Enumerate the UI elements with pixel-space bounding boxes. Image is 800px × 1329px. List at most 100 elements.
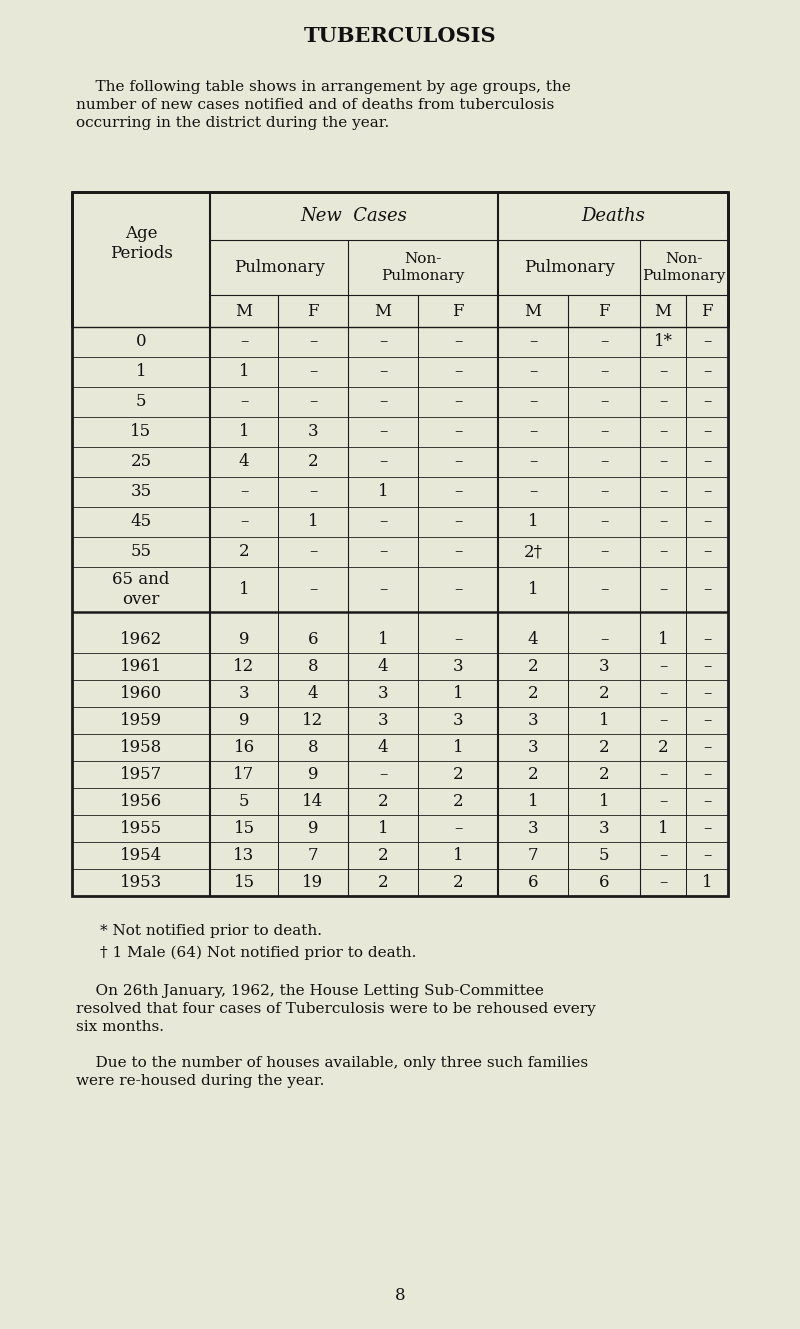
Text: –: – (309, 581, 317, 598)
Text: –: – (659, 453, 667, 470)
Text: –: – (309, 393, 317, 411)
Text: 9: 9 (238, 712, 250, 730)
Text: 1: 1 (528, 793, 538, 809)
Text: 1: 1 (378, 631, 388, 649)
Text: 3: 3 (453, 658, 463, 675)
Text: –: – (379, 766, 387, 783)
Text: –: – (703, 847, 711, 864)
Text: –: – (659, 684, 667, 702)
Text: –: – (703, 424, 711, 440)
Text: –: – (703, 739, 711, 756)
Text: 1: 1 (598, 793, 610, 809)
Text: 2: 2 (378, 847, 388, 864)
Text: –: – (379, 544, 387, 561)
Text: 2: 2 (598, 684, 610, 702)
Text: –: – (529, 453, 537, 470)
Text: 1956: 1956 (120, 793, 162, 809)
Text: 7: 7 (528, 847, 538, 864)
Text: –: – (379, 513, 387, 530)
Text: 5: 5 (136, 393, 146, 411)
Text: 4: 4 (308, 684, 318, 702)
Text: –: – (659, 484, 667, 501)
Text: 14: 14 (302, 793, 324, 809)
Text: –: – (659, 874, 667, 890)
Text: –: – (659, 712, 667, 730)
Text: F: F (307, 303, 319, 319)
Text: 1960: 1960 (120, 684, 162, 702)
Text: 1955: 1955 (120, 820, 162, 837)
Text: –: – (454, 820, 462, 837)
Text: –: – (659, 393, 667, 411)
Text: Age
Periods: Age Periods (110, 225, 173, 262)
Text: 2: 2 (378, 793, 388, 809)
Text: 1: 1 (702, 874, 712, 890)
Text: 12: 12 (302, 712, 324, 730)
Text: –: – (379, 581, 387, 598)
Text: –: – (703, 684, 711, 702)
Text: –: – (309, 544, 317, 561)
Text: F: F (598, 303, 610, 319)
Text: 2: 2 (598, 739, 610, 756)
Text: –: – (659, 793, 667, 809)
Text: 1: 1 (378, 820, 388, 837)
Text: 1: 1 (378, 484, 388, 501)
Text: –: – (529, 484, 537, 501)
Text: –: – (529, 334, 537, 351)
Text: –: – (600, 424, 608, 440)
Text: –: – (600, 631, 608, 649)
Text: 12: 12 (234, 658, 254, 675)
Text: 1962: 1962 (120, 631, 162, 649)
Text: –: – (703, 793, 711, 809)
Text: –: – (454, 544, 462, 561)
Text: –: – (703, 393, 711, 411)
Text: 3: 3 (238, 684, 250, 702)
Text: 3: 3 (378, 712, 388, 730)
Text: 1: 1 (598, 712, 610, 730)
Text: –: – (379, 424, 387, 440)
Text: –: – (703, 544, 711, 561)
Text: TUBERCULOSIS: TUBERCULOSIS (304, 27, 496, 47)
Text: –: – (454, 453, 462, 470)
Text: 45: 45 (130, 513, 151, 530)
Text: The following table shows in arrangement by age groups, the: The following table shows in arrangement… (76, 80, 571, 94)
Text: F: F (701, 303, 713, 319)
Text: 17: 17 (234, 766, 254, 783)
Text: 2: 2 (453, 874, 463, 890)
Text: 3: 3 (528, 712, 538, 730)
Text: 1: 1 (453, 739, 463, 756)
Text: 1958: 1958 (120, 739, 162, 756)
Text: –: – (600, 334, 608, 351)
Text: 1: 1 (136, 364, 146, 380)
Text: –: – (703, 631, 711, 649)
Text: 4: 4 (378, 739, 388, 756)
Text: –: – (659, 424, 667, 440)
Text: –: – (659, 847, 667, 864)
Text: 1: 1 (238, 424, 250, 440)
Text: 1: 1 (238, 581, 250, 598)
Text: –: – (309, 484, 317, 501)
Text: 4: 4 (378, 658, 388, 675)
Text: Deaths: Deaths (581, 207, 645, 225)
Text: –: – (659, 766, 667, 783)
Text: 6: 6 (308, 631, 318, 649)
Text: 4: 4 (238, 453, 250, 470)
Text: 8: 8 (308, 658, 318, 675)
Text: Due to the number of houses available, only three such families: Due to the number of houses available, o… (76, 1057, 588, 1070)
Text: six months.: six months. (76, 1019, 164, 1034)
Text: –: – (659, 513, 667, 530)
Text: 3: 3 (598, 820, 610, 837)
Text: –: – (703, 334, 711, 351)
Text: 1: 1 (453, 684, 463, 702)
Text: M: M (654, 303, 671, 319)
Text: 1957: 1957 (120, 766, 162, 783)
Text: 0: 0 (136, 334, 146, 351)
Text: 1: 1 (238, 364, 250, 380)
Text: –: – (703, 453, 711, 470)
Text: 3: 3 (528, 820, 538, 837)
Text: –: – (454, 631, 462, 649)
Text: occurring in the district during the year.: occurring in the district during the yea… (76, 116, 390, 130)
Text: –: – (454, 334, 462, 351)
Text: –: – (379, 453, 387, 470)
Text: –: – (703, 484, 711, 501)
Text: 15: 15 (234, 874, 254, 890)
